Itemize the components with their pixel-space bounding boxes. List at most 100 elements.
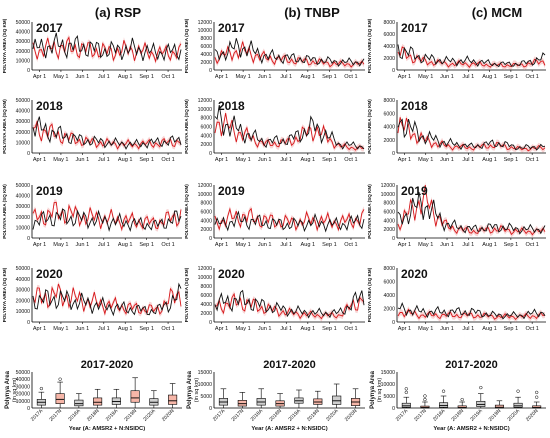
y-tick-label: 10000 <box>16 225 31 231</box>
y-tick-label: 30000 <box>16 288 31 294</box>
x-tick-label: Apr 1 <box>33 242 46 248</box>
box-outlier <box>460 397 464 402</box>
x-tick-label: Aug 1 <box>301 157 316 163</box>
y-tick-label: 12000 <box>198 266 213 272</box>
amsr2-series-line <box>32 116 182 150</box>
x-tick-label: Jun 1 <box>76 74 90 80</box>
nsidc-band <box>33 199 181 233</box>
y-tick-label: 0 <box>27 68 30 74</box>
y-tick-label: 0 <box>209 236 212 242</box>
amsr2-series-line <box>32 208 182 232</box>
x-tick-label: Apr 1 <box>33 326 46 332</box>
y-tick-label: 0 <box>392 406 395 412</box>
x-tick-label: Jun 1 <box>258 242 272 248</box>
box-iqr <box>476 400 486 407</box>
y-tick-label: 10000 <box>16 399 31 405</box>
panel-mcm-2018: 0 2000 4000 6000 8000 Apr 1 May 1 Jun 1 Jul 1 Aug… <box>367 98 546 163</box>
y-tick-label: 20000 <box>16 392 31 398</box>
column-title-rsp: (a) RSP <box>95 5 142 20</box>
x-tick-label: Aug 1 <box>118 157 133 163</box>
box-category-label: 2017N <box>413 408 428 423</box>
nsidc-series-line <box>397 308 546 321</box>
y-tick-label: 8000 <box>383 201 395 207</box>
box-category-label: 2018A <box>250 408 265 423</box>
x-tick-label: Jul 1 <box>280 242 292 248</box>
nsidc-series-line <box>214 292 365 320</box>
y-tick-label: 0 <box>209 406 212 412</box>
nsidc-series-line <box>397 184 546 236</box>
amsr2-series-line <box>32 282 182 317</box>
y-tick-label: 2000 <box>383 227 395 233</box>
y-tick-label: 20000 <box>16 298 31 304</box>
y-tick-label: 0 <box>209 68 212 74</box>
y-tick-label: 0 <box>27 151 30 157</box>
box-category-label: 2020A <box>142 408 157 423</box>
panel-tnbp-2017-2020: 0 5000 10000 15000 2017-2020 Polynya Area (in … <box>187 359 365 432</box>
x-tick-label: Jun 1 <box>440 242 454 248</box>
box-y-axis-title-1: Polynya Area <box>5 370 11 408</box>
y-tick-label: 6000 <box>200 293 212 299</box>
box-iqr <box>457 405 467 409</box>
panel-mcm-2019: 0 2000 4000 6000 8000 10000 12000 Apr 1 May 1 Jun… <box>367 182 546 248</box>
box-y-axis-title-1: Polynya Area <box>370 370 376 408</box>
y-tick-label: 12000 <box>198 98 213 104</box>
x-tick-label: Jun 1 <box>76 242 90 248</box>
x-tick-label: Jul 1 <box>462 242 474 248</box>
box-category-label: 2019A <box>469 408 484 423</box>
nsidc-series-line <box>32 283 182 316</box>
x-tick-label: May 1 <box>418 326 433 332</box>
y-tick-label: 0 <box>392 68 395 74</box>
box-y-axis-title-2: (in sq km) <box>377 378 383 403</box>
box-panel-title: 2017-2020 <box>263 359 316 371</box>
y-tick-label: 2000 <box>200 142 212 148</box>
panel-tnbp-2020: 0 2000 4000 6000 8000 10000 12000 Apr 1 May 1 Jun… <box>184 266 365 332</box>
y-tick-label: 0 <box>392 236 395 242</box>
y-axis-title: POLYNYA AREA (SQ KM) <box>367 184 372 239</box>
box-iqr <box>93 397 103 406</box>
nsidc-series-line <box>214 112 365 151</box>
y-tick-label: 4000 <box>200 302 212 308</box>
x-tick-label: Apr 1 <box>215 326 228 332</box>
y-tick-label: 0 <box>27 236 30 242</box>
box-outlier <box>39 386 44 391</box>
box-outlier <box>479 385 483 390</box>
panel-rsp-2019: 0 10000 20000 30000 40000 50000 Apr 1 May 1 Jun … <box>2 183 182 248</box>
y-tick-label: 40000 <box>16 377 31 383</box>
x-tick-label: Apr 1 <box>215 157 228 163</box>
y-axis-title: POLYNYA AREA (SQ KM) <box>367 99 372 154</box>
y-tick-label: 8000 <box>383 266 395 272</box>
panel-year-label: 2017 <box>218 21 245 35</box>
y-tick-label: 0 <box>209 320 212 326</box>
panel-year-label: 2019 <box>218 184 245 198</box>
x-tick-label: Aug 1 <box>118 326 133 332</box>
panel-mcm-2020: 0 2000 4000 6000 8000 Apr 1 May 1 Jun 1 Jul 1 Aug… <box>367 266 546 332</box>
y-tick-label: 6000 <box>383 280 395 286</box>
x-tick-label: May 1 <box>418 242 433 248</box>
box-category-label: 2017A <box>30 408 45 423</box>
y-tick-label: 2000 <box>200 311 212 317</box>
x-tick-label: Sep 1 <box>322 242 337 248</box>
x-tick-label: Sep 1 <box>504 157 519 163</box>
y-tick-label: 30000 <box>16 384 31 390</box>
box-category-label: 2019N <box>488 408 503 423</box>
box-y-axis-title-2: (in sq km) <box>194 378 200 403</box>
box-panel-title: 2017-2020 <box>445 359 498 371</box>
x-tick-label: Jul 1 <box>98 326 110 332</box>
x-tick-label: Aug 1 <box>482 326 497 332</box>
amsr2-series-line <box>32 32 182 62</box>
box-iqr <box>168 394 178 405</box>
y-tick-label: 2000 <box>383 56 395 62</box>
x-tick-label: Apr 1 <box>215 74 228 80</box>
box-iqr <box>55 393 65 404</box>
box-category-label: 2020A <box>507 408 522 423</box>
y-tick-label: 30000 <box>16 204 31 210</box>
x-tick-label: Oct 1 <box>344 157 357 163</box>
y-axis-title: POLYNYA AREA (SQ KM) <box>2 99 7 154</box>
x-tick-label: Jun 1 <box>440 326 454 332</box>
y-tick-label: 2000 <box>200 60 212 66</box>
y-tick-label: 4000 <box>383 218 395 224</box>
y-tick-label: 10000 <box>198 382 213 388</box>
panel-year-label: 2018 <box>401 99 428 113</box>
x-tick-label: Aug 1 <box>482 157 497 163</box>
